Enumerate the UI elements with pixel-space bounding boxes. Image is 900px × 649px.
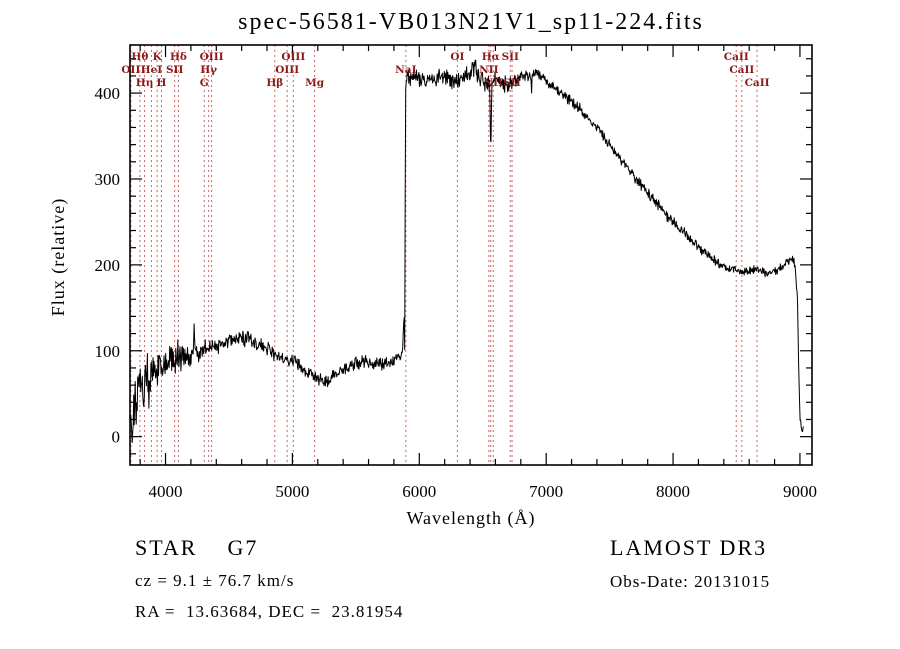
plot-frame bbox=[129, 44, 813, 466]
spectral-line-label-sii: SII bbox=[166, 64, 183, 76]
spectral-line-label-caii: CaII bbox=[724, 51, 749, 63]
spectral-line-label-oiii: OIII bbox=[200, 51, 224, 63]
spectral-line-label-nii: NII bbox=[484, 77, 504, 89]
x-tick-label: 6000 bbox=[402, 482, 436, 501]
classification-text: STAR G7 bbox=[135, 535, 259, 560]
spectral-line-label-hγ: Hγ bbox=[200, 64, 217, 76]
y-tick-label: 300 bbox=[95, 170, 121, 189]
x-tick-label: 9000 bbox=[783, 482, 817, 501]
y-tick-label: 100 bbox=[95, 342, 121, 361]
spectral-line-label-oiii: OIII bbox=[281, 51, 305, 63]
coordinates-text: RA = 13.63684, DEC = 23.81954 bbox=[135, 602, 404, 621]
spectral-line-label-nii: NII bbox=[479, 64, 499, 76]
x-tick-label: 7000 bbox=[529, 482, 563, 501]
spectral-line-label-oi: OI bbox=[450, 51, 464, 63]
spectrum-trace bbox=[130, 59, 805, 443]
survey-release-text: LAMOST DR3 bbox=[610, 535, 768, 560]
x-axis-label: Wavelength (Å) bbox=[406, 508, 535, 529]
spectral-line-label-k: K bbox=[153, 51, 163, 63]
spectral-line-label-g: G bbox=[200, 77, 209, 89]
spectral-line-label-nai: NaI bbox=[395, 64, 416, 76]
spectral-line-label-hβ: Hβ bbox=[266, 77, 283, 89]
x-tick-label: 8000 bbox=[656, 482, 690, 501]
y-tick-label: 400 bbox=[95, 84, 121, 103]
spectral-line-label-hθ: Hθ bbox=[131, 51, 148, 63]
plot-title: spec-56581-VB013N21V1_sp11-224.fits bbox=[238, 9, 704, 35]
spectral-line-label-caii: CaII bbox=[729, 64, 754, 76]
spectral-line-label-hei: HeI bbox=[141, 64, 163, 76]
y-tick-label: 200 bbox=[95, 256, 121, 275]
y-tick-label: 0 bbox=[112, 428, 121, 447]
obs-date-text: Obs-Date: 20131015 bbox=[610, 572, 771, 591]
spectral-line-label-sii: SII bbox=[502, 51, 519, 63]
redshift-velocity-text: cz = 9.1 ± 76.7 km/s bbox=[135, 571, 295, 590]
spectral-line-label-hα: Hα bbox=[482, 51, 500, 63]
spectral-line-label-h: H bbox=[157, 77, 167, 89]
spectral-line-label-hδ: Hδ bbox=[170, 51, 187, 63]
x-tick-label: 4000 bbox=[149, 482, 183, 501]
y-axis-label: Flux (relative) bbox=[48, 198, 69, 316]
spectral-line-label-mg: Mg bbox=[305, 77, 325, 89]
x-tick-label: 5000 bbox=[275, 482, 309, 501]
spectral-line-label-oiii: OIII bbox=[275, 64, 299, 76]
spectral-line-label-oii: OII bbox=[121, 64, 140, 76]
spectral-line-label-sii: SII bbox=[503, 77, 520, 89]
spectral-line-label-caii: CaII bbox=[745, 77, 770, 89]
spectral-line-label-hη: Hη bbox=[136, 77, 154, 89]
